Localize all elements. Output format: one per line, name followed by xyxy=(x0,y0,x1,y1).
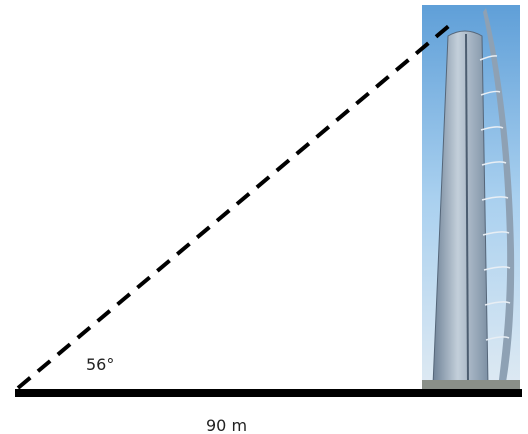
tower-seam xyxy=(465,33,469,386)
tower-body xyxy=(432,30,489,386)
ground-strip xyxy=(422,380,520,390)
base-label: 90 m xyxy=(206,416,247,434)
tower-photo xyxy=(422,5,520,390)
angle-label: 56° xyxy=(86,355,114,374)
tower-ribs xyxy=(479,55,511,341)
sight-line xyxy=(16,23,452,390)
